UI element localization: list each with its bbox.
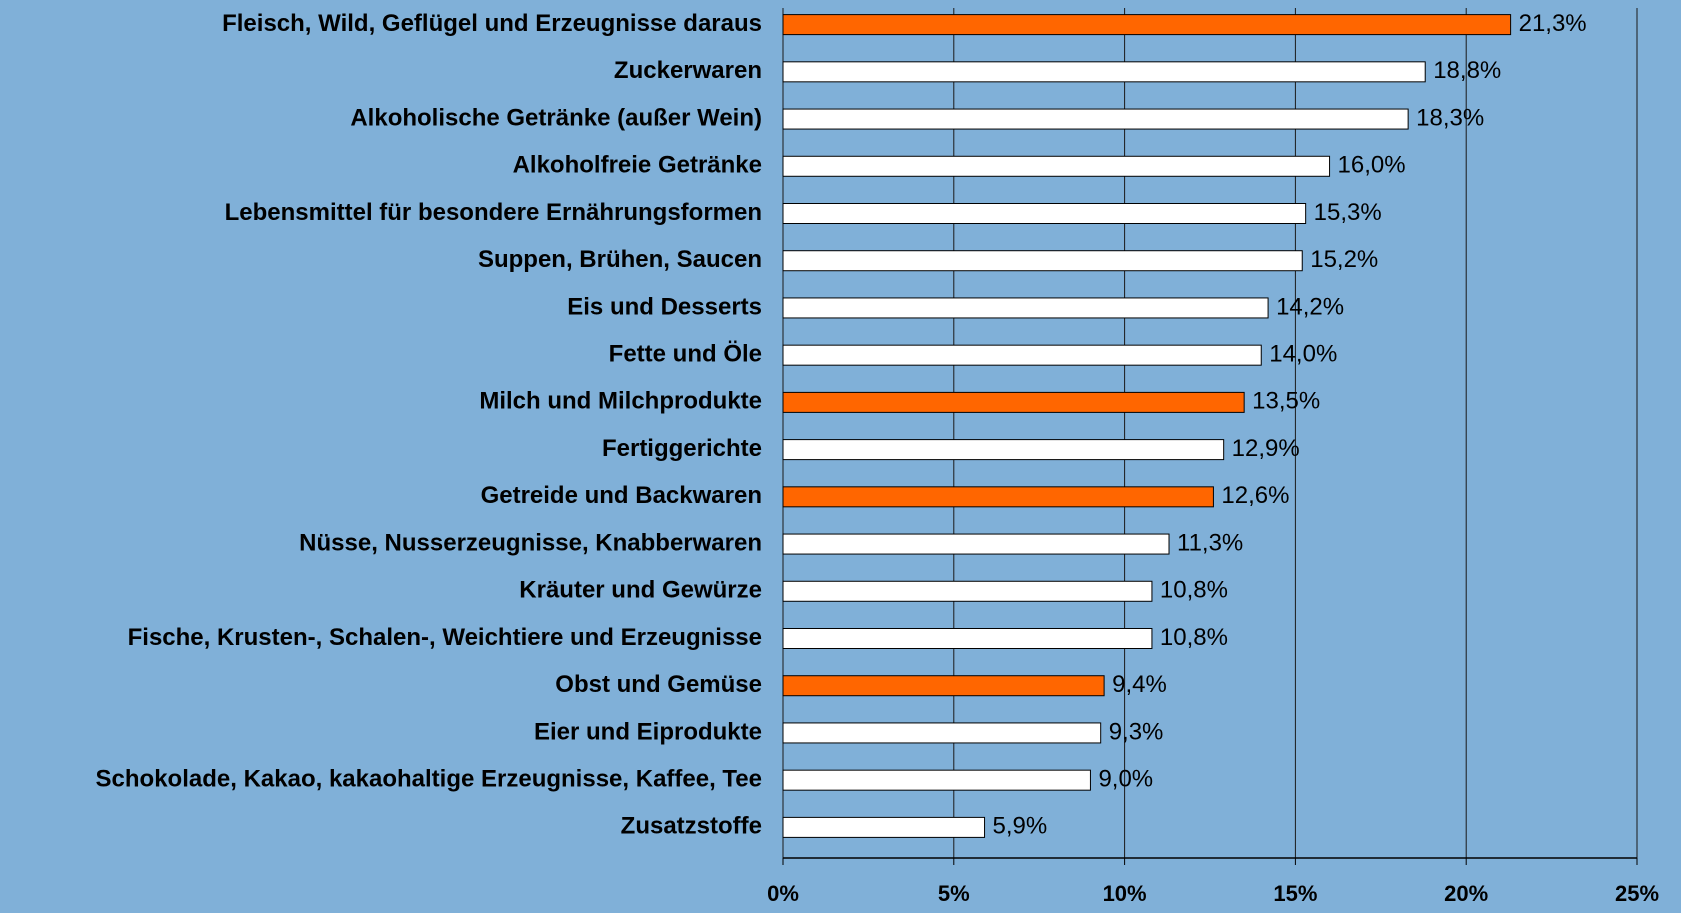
category-label: Getreide und Backwaren [481,482,762,509]
value-label: 10,8% [1160,624,1228,651]
bar [782,722,1102,744]
bar [782,203,1307,224]
x-tick-label: 0% [767,881,799,906]
category-label: Alkoholfreie Getränke [513,152,762,179]
bar [782,250,1303,272]
value-label: 15,2% [1310,246,1378,273]
bar [782,675,1105,697]
category-label: Nüsse, Nusserzeugnisse, Knabberwaren [299,529,762,556]
bar [782,486,1214,508]
bar [782,297,1269,319]
bar [782,580,1153,602]
bar [782,628,1153,649]
value-label: 11,3% [1177,529,1243,556]
category-label: Schokolade, Kakao, kakaohaltige Erzeugni… [96,766,762,793]
value-label: 18,3% [1416,104,1484,131]
bar [782,108,1409,130]
value-label: 5,9% [993,813,1048,840]
category-label: Eis und Desserts [567,293,762,320]
x-tick-label: 25% [1615,881,1659,906]
x-tick-label: 10% [1103,881,1147,906]
value-label: 10,8% [1160,577,1228,604]
value-label: 15,3% [1314,199,1382,226]
category-label: Fertiggerichte [602,435,762,462]
category-label: Suppen, Brühen, Saucen [478,246,762,273]
category-label: Fische, Krusten-, Schalen-, Weichtiere u… [128,624,762,651]
bar [782,155,1331,177]
category-label: Fette und Öle [609,341,762,368]
value-label: 14,2% [1276,293,1344,320]
category-label: Lebensmittel für besondere Ernährungsfor… [225,199,762,226]
bar [782,344,1262,366]
category-label: Kräuter und Gewürze [519,577,762,604]
value-label: 12,9% [1232,435,1300,462]
bar [782,14,1512,36]
category-label: Fleisch, Wild, Geflügel und Erzeugnisse … [222,10,762,37]
bar [782,61,1426,83]
value-label: 16,0% [1338,152,1406,179]
value-label: 14,0% [1269,341,1337,368]
x-tick-label: 5% [938,881,970,906]
category-label: Milch und Milchprodukte [479,388,762,415]
value-label: 21,3% [1519,10,1587,37]
bar [782,533,1170,555]
category-label: Zusatzstoffe [621,813,762,840]
category-label: Alkoholische Getränke (außer Wein) [350,104,762,131]
bar [782,769,1091,791]
value-label: 12,6% [1221,482,1289,509]
x-tick-label: 15% [1273,881,1317,906]
value-label: 9,0% [1098,766,1153,793]
category-label: Eier und Eiprodukte [534,718,762,745]
value-label: 9,4% [1112,671,1167,698]
bar [782,391,1245,413]
bar [782,439,1225,461]
bar [782,816,986,838]
value-label: 9,3% [1109,718,1164,745]
value-label: 13,5% [1252,388,1320,415]
x-tick-label: 20% [1444,881,1488,906]
category-label: Obst und Gemüse [555,671,762,698]
category-label: Zuckerwaren [614,57,762,84]
value-label: 18,8% [1433,57,1501,84]
